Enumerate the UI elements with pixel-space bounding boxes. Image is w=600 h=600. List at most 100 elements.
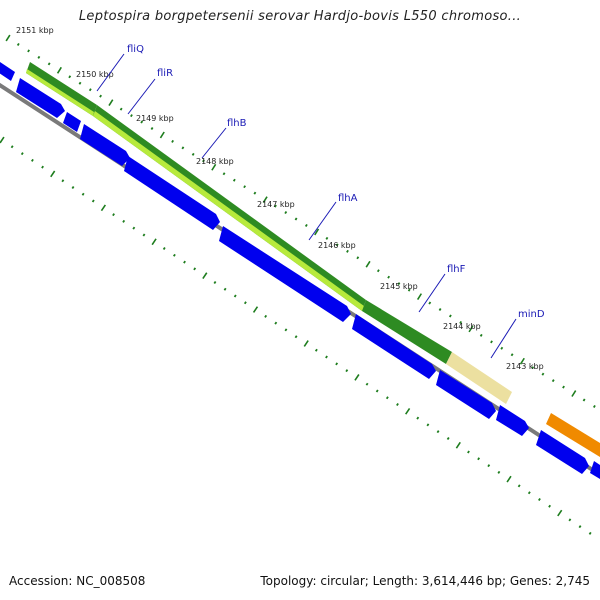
orange-band [546,413,600,457]
tick-mark [562,385,565,389]
gene-leader-line [96,53,125,92]
tick-mark [407,288,411,292]
tick-mark [354,374,360,381]
tick-mark [132,226,136,230]
tick-mark [438,308,442,312]
tick-mark [253,191,257,195]
tick-mark [213,280,217,284]
gene-label-flhA[interactable]: flhA [338,193,358,204]
gene-leader-line [127,78,156,115]
tick-mark [100,204,107,212]
tick-mark [202,159,205,163]
tick-label: 2144 kbp [443,322,481,331]
tick-label: 2149 kbp [136,114,174,123]
tick-mark [284,211,288,215]
tick-mark [405,407,411,415]
gene-leader-line [201,127,227,159]
tick-mark [304,223,308,227]
minD-band [446,352,512,404]
tick-mark [130,114,133,118]
tick-mark [264,314,268,318]
tick-mark [112,213,115,217]
tick-mark [375,389,379,393]
tick-mark [81,192,85,196]
cds-arrow [80,124,130,166]
tick-mark [0,136,5,144]
gene-label-minD[interactable]: minD [518,309,545,320]
cds-arrow [436,370,496,419]
flhF-band [362,300,452,364]
tick-mark [592,404,596,408]
tick-mark [68,75,72,79]
gene-leader-line [490,318,517,359]
tick-mark [479,333,483,337]
gene-label-flhB[interactable]: flhB [227,118,247,129]
topology-text: Topology: circular; Length: 3,614,446 bp… [260,574,590,588]
gene-label-fliQ[interactable]: fliQ [127,44,144,55]
tick-mark [202,272,208,280]
tick-mark [303,340,309,347]
cds-arrow [352,314,436,379]
tick-mark [294,335,298,339]
tick-mark [487,464,491,468]
tick-label: 2148 kbp [196,157,234,166]
tick-mark [119,107,123,111]
tick-mark [71,185,75,189]
gene-label-flhF[interactable]: flhF [447,264,466,275]
tick-mark [396,403,399,407]
tick-mark [531,366,535,370]
cds-arrow [0,62,15,81]
tick-mark [455,441,461,449]
tick-mark [426,423,430,427]
tick-mark [325,236,329,240]
tick-mark [88,88,92,92]
flhB-flhA-band-light [93,111,364,311]
tick-mark [557,509,563,517]
tick-label: 2145 kbp [380,282,418,291]
tick-mark [294,217,298,221]
cds-arrow [590,461,600,479]
tick-mark [335,243,339,247]
tick-mark [548,504,552,508]
cds-arrow [124,156,220,230]
tick-mark [233,294,237,298]
fliQ-fliR-band-light [26,69,94,116]
tick-mark [172,253,176,257]
cds-arrow [16,78,65,118]
tick-label: 2151 kbp [16,26,54,35]
cds-arrows [0,62,600,479]
tick-mark [171,139,175,143]
cds-arrow [496,405,529,436]
tick-mark [274,321,278,325]
tick-mark [122,219,126,223]
tick-mark [510,353,514,357]
tick-mark [568,518,572,522]
outer-tick-ring [5,34,596,408]
gene-label-fliR[interactable]: fliR [157,68,173,79]
tick-mark [56,66,62,74]
feature-band [26,62,600,457]
tick-mark [159,131,165,139]
tick-mark [428,301,432,305]
accession-text: Accession: NC_008508 [9,574,146,588]
tick-mark [10,145,14,149]
tick-mark [335,362,339,366]
tick-mark [78,81,82,85]
tick-mark [477,457,481,461]
tick-mark [162,247,166,251]
tick-mark [519,357,525,365]
tick-mark [16,42,20,46]
tick-mark [243,301,247,305]
tick-mark [47,62,51,66]
tick-mark [385,396,389,400]
tick-mark [91,199,95,203]
tick-mark [416,293,423,300]
tick-mark [41,165,44,169]
tick-mark [345,369,349,373]
tick-mark [222,172,226,176]
tick-mark [387,275,391,279]
cds-arrow [219,226,351,322]
tick-mark [193,267,197,271]
tick-mark [459,320,463,324]
